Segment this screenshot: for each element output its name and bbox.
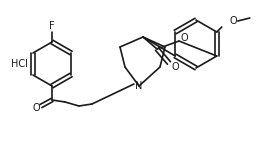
Text: O: O [171, 62, 179, 72]
Text: O: O [32, 103, 40, 113]
Text: F: F [49, 21, 55, 31]
Text: O: O [230, 16, 238, 26]
Text: O: O [180, 33, 188, 43]
Text: N: N [135, 81, 143, 91]
Text: HCl: HCl [10, 59, 27, 69]
